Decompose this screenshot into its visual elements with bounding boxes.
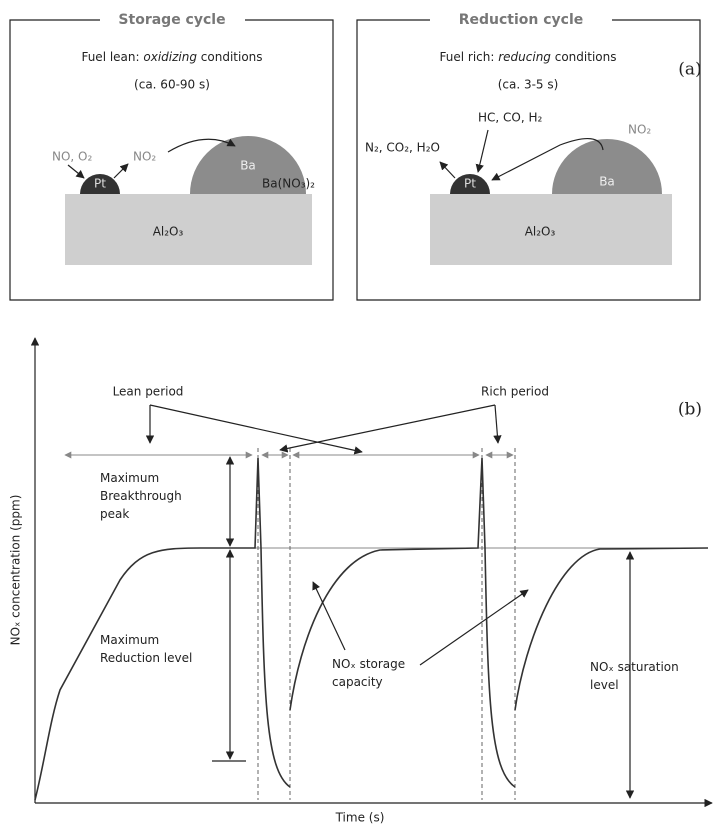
condition: Fuel rich: reducing conditions [440,50,617,64]
arrow [280,405,495,450]
label-line: level [590,678,619,692]
released: NO₂ [628,123,651,137]
product: Ba(NO₃)₂ [262,177,315,191]
condition-part: oxidizing [143,50,197,64]
condition: Fuel lean: oxidizing conditions [81,50,262,64]
duration: (ca. 3-5 s) [498,78,559,92]
reduction-panel: Reduction cycle Fuel rich: reducing cond… [357,12,700,300]
storage-panel: Storage cycle Fuel lean: oxidizing condi… [10,12,333,300]
support [65,194,312,265]
arrow [495,405,498,443]
condition-part: Fuel rich: [440,50,499,64]
pt-label: Pt [464,177,476,191]
arrow [478,130,488,172]
support-label: Al₂O₃ [525,225,556,239]
nox-curve [35,458,708,800]
arrow [68,165,84,178]
duration: (ca. 60-90 s) [134,78,210,92]
panel-label: (a) [678,60,701,80]
ba-label: Ba [599,175,615,189]
rich-period: Rich period [481,385,549,399]
y-axis-label: NOₓ concentration (ppm) [9,495,23,646]
condition-part: reducing [498,50,551,64]
label-line: Maximum [100,633,159,647]
intermediate: NO₂ [133,150,156,164]
arrow [150,405,362,452]
x-axis-label: Time (s) [335,811,385,825]
panel-title: Reduction cycle [459,12,584,28]
reductants: HC, CO, H₂ [478,111,543,125]
label-line: peak [100,507,129,521]
arrow [114,164,128,178]
label-line: Breakthrough [100,489,182,503]
profile-chart: NOₓ concentration (ppm) Time (s) (b) Lea… [9,338,713,825]
reduction-level: Maximum Reduction level [100,633,192,665]
saturation: NOₓ saturation level [590,660,679,692]
lean-period: Lean period [113,385,184,399]
label-line: NOₓ saturation [590,660,679,674]
figure: Storage cycle Fuel lean: oxidizing condi… [0,0,724,831]
label-line: Maximum [100,471,159,485]
dashed-lines [258,448,515,800]
panel-label: (b) [678,400,702,420]
support-label: Al₂O₃ [153,225,184,239]
ba-label: Ba [240,159,256,173]
label-line: capacity [332,675,383,689]
products: N₂, CO₂, H₂O [365,141,440,155]
condition-part: conditions [197,50,263,64]
pt-label: Pt [94,177,106,191]
panel-title: Storage cycle [118,12,225,28]
arrow [420,590,528,665]
label-line: Reduction level [100,651,192,665]
label-line: NOₓ storage [332,657,405,671]
condition-part: conditions [551,50,617,64]
storage-capacity: NOₓ storage capacity [332,657,405,689]
condition-part: Fuel lean: [81,50,143,64]
arrow [440,162,455,178]
reactants: NO, O₂ [52,150,92,164]
breakthrough: Maximum Breakthrough peak [100,471,182,521]
